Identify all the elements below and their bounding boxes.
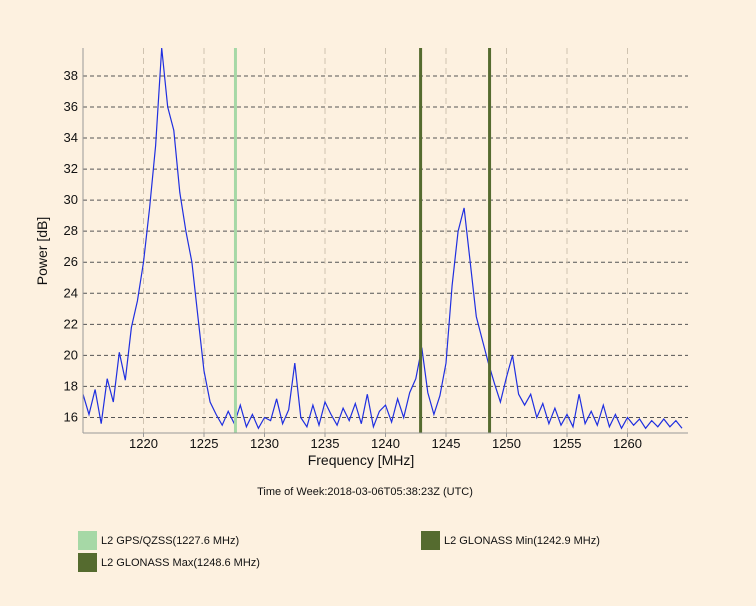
x-tick-label: 1225 [190,436,219,451]
y-tick-label: 36 [64,99,78,114]
x-tick-label: 1220 [129,436,158,451]
spectrum-chart: 16 18 20 22 24 26 28 30 32 34 36 38 1220 1225 1230 1235… [34,47,688,468]
legend-label-glonass-min: L2 GLONASS Min(1242.9 MHz) [444,534,600,547]
x-axis-title: Frequency [MHz] [308,452,415,468]
y-tick-label: 24 [64,285,78,300]
legend-item-glonass-min: L2 GLONASS Min(1242.9 MHz) [421,531,600,550]
x-tick-label: 1250 [492,436,521,451]
time-of-week-label: Time of Week: [257,486,328,498]
x-tick-label: 1240 [371,436,400,451]
axes [82,48,688,437]
spectrum-series-line [82,47,683,430]
x-tick-label: 1245 [432,436,461,451]
tick-labels: 16 18 20 22 24 26 28 30 32 34 36 38 1220 1225 1230 1235… [64,68,642,451]
time-of-week-value: 2018-03-06T05:38:23Z (UTC) [327,486,473,498]
grid-lines [83,48,688,433]
legend-swatch-glonass-max [78,553,97,572]
y-tick-label: 18 [64,378,78,393]
x-tick-label: 1235 [311,436,340,451]
legend-swatch-glonass-min [421,531,440,550]
series-layer [82,47,683,430]
y-tick-label: 20 [64,347,78,362]
y-tick-label: 16 [64,409,78,424]
y-axis-title: Power [dB] [34,217,50,285]
x-tick-label: 1260 [613,436,642,451]
time-of-week-caption: Time of Week:2018-03-06T05:38:23Z (UTC) [0,486,730,498]
frequency-markers [233,48,492,433]
y-tick-label: 32 [64,161,78,176]
x-tick-label: 1255 [553,436,582,451]
y-tick-label: 22 [64,316,78,331]
legend-label-glonass-max: L2 GLONASS Max(1248.6 MHz) [101,556,260,569]
legend-swatch-gps-qzss [78,531,97,550]
y-tick-label: 34 [64,130,78,145]
y-tick-label: 26 [64,254,78,269]
x-tick-label: 1230 [250,436,279,451]
legend-label-gps-qzss: L2 GPS/QZSS(1227.6 MHz) [101,534,240,547]
y-tick-label: 38 [64,68,78,83]
legend-item-glonass-max: L2 GLONASS Max(1248.6 MHz) [78,553,260,572]
y-tick-label: 30 [64,192,78,207]
legend-item-gps-qzss: L2 GPS/QZSS(1227.6 MHz) [78,531,239,550]
y-tick-label: 28 [64,223,78,238]
